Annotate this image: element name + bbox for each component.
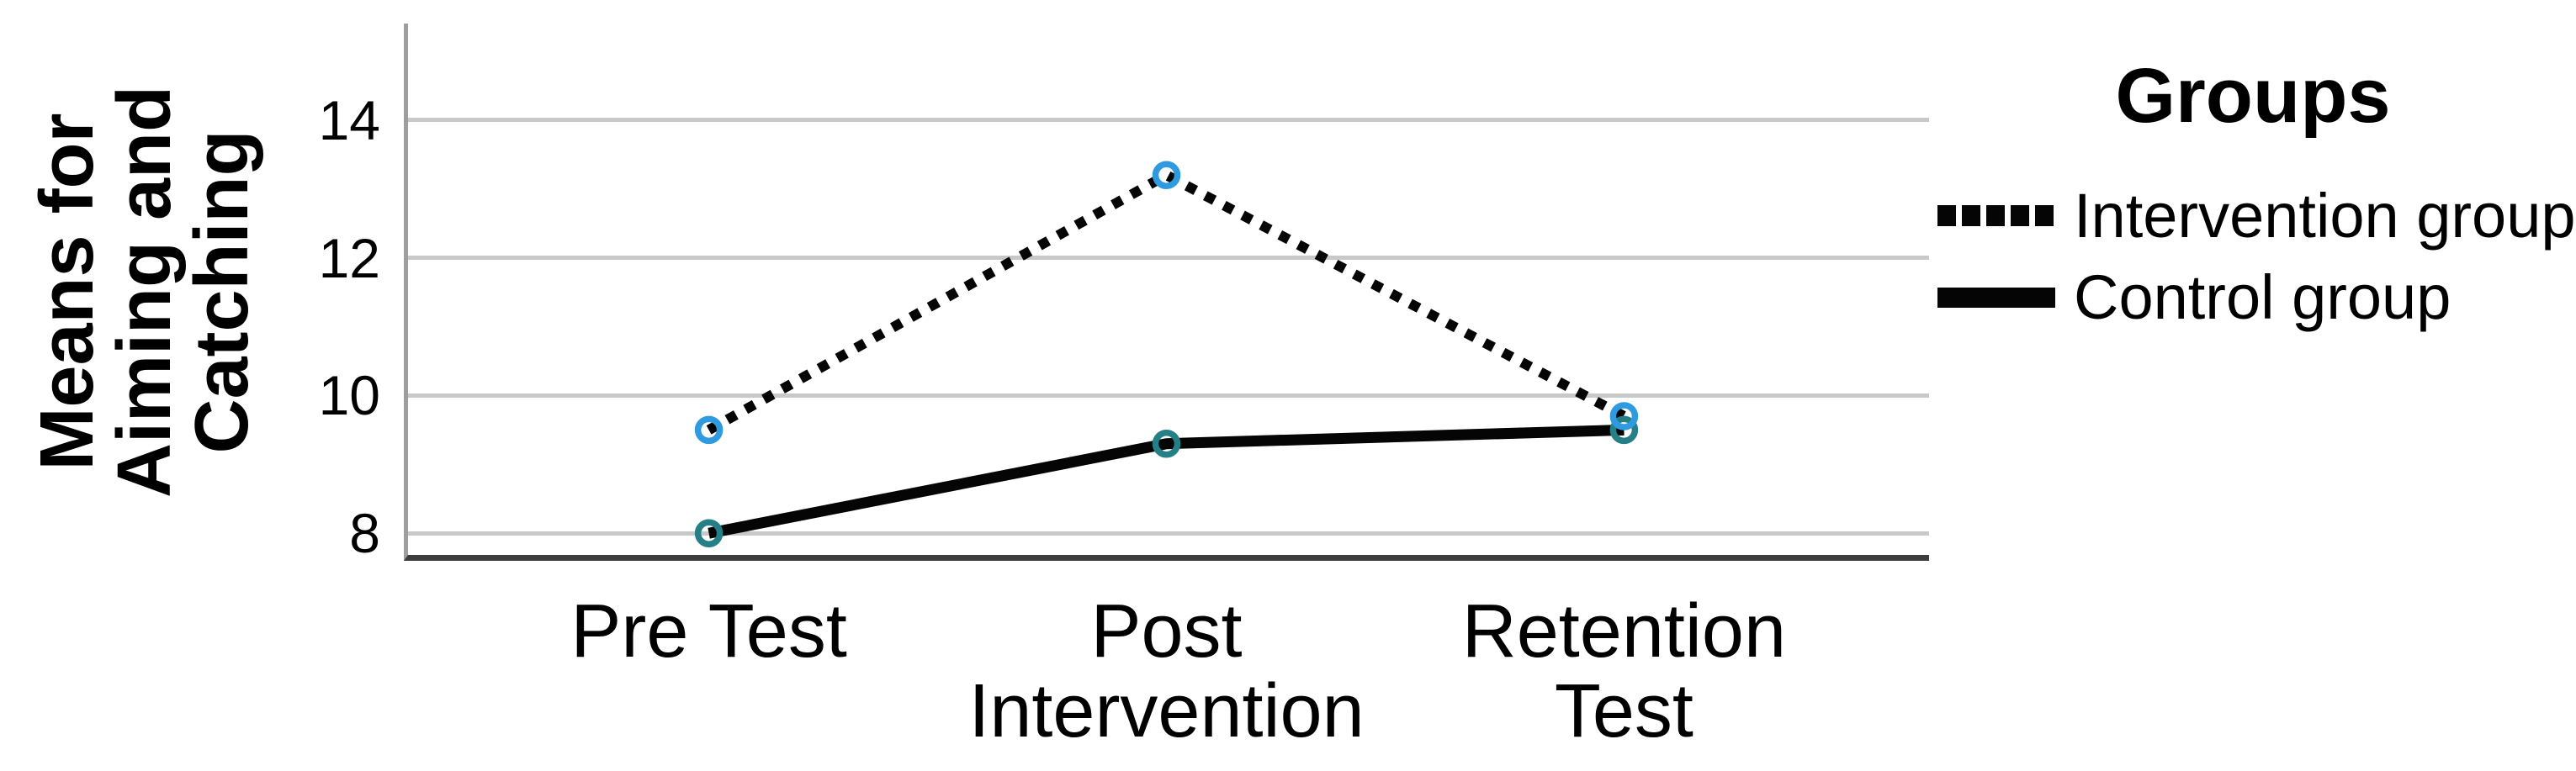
- legend-entries: Intervention group Control group: [1937, 175, 2576, 338]
- x-tick-label: Post Intervention: [968, 589, 1365, 753]
- y-axis-title: Means for Aiming and Catching: [25, 86, 264, 498]
- data-point-marker-intervention-group: [694, 415, 724, 445]
- plot-area: [404, 24, 1929, 561]
- data-point-marker-control-group: [1609, 415, 1639, 445]
- y-tick-label-10: 10: [318, 364, 380, 427]
- y-tick-label-12: 12: [318, 226, 380, 289]
- gridline-y-8: [408, 531, 1929, 536]
- gridline-y-12: [408, 256, 1929, 261]
- y-tick-label-14: 14: [318, 88, 380, 151]
- data-point-marker-control-group: [1152, 429, 1181, 458]
- gridline-y-14: [408, 118, 1929, 123]
- data-point-marker-intervention-group: [1609, 402, 1639, 430]
- legend-entry-intervention-group: Intervention group: [1937, 175, 2576, 256]
- data-point-marker-control-group: [694, 519, 724, 547]
- legend-entry-control-group: Control group: [1937, 256, 2576, 338]
- x-tick-label: Pre Test: [570, 589, 847, 673]
- legend-entry-label: Control group: [2074, 262, 2451, 332]
- series-plot: [694, 161, 1639, 547]
- legend: Groups Intervention group Control group: [1937, 53, 2576, 332]
- series-line-control-group: [708, 424, 1625, 539]
- dotted-line-sample-icon: [1937, 205, 2055, 226]
- data-point-marker-intervention-group: [1152, 161, 1181, 189]
- gridline-y-10: [408, 393, 1929, 398]
- solid-line-sample-icon: [1937, 287, 2055, 308]
- series-line-intervention-group: [706, 169, 1627, 435]
- legend-entry-label: Intervention group: [2074, 181, 2576, 251]
- legend-title: Groups: [2115, 53, 2391, 139]
- y-tick-label-8: 8: [349, 502, 380, 565]
- x-tick-label: Retention Test: [1461, 589, 1787, 753]
